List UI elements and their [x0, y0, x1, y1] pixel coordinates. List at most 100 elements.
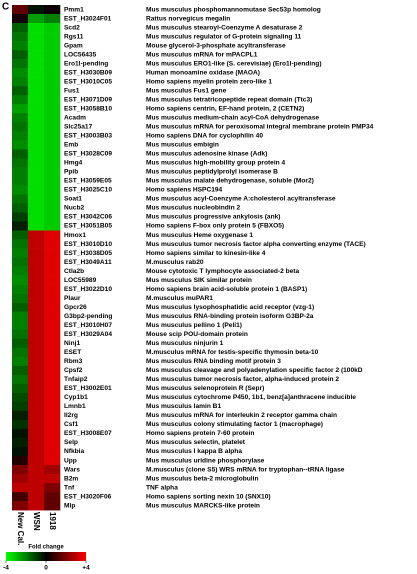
gene-symbol: Rbm3	[64, 358, 83, 365]
gene-description: Mus musculus MARCKS-like protein	[146, 502, 260, 509]
heatmap-cell	[44, 320, 61, 331]
heatmap-cell	[44, 77, 61, 87]
heatmap-cell	[44, 465, 61, 475]
heatmap-cell	[44, 302, 61, 312]
gene-symbol: Cpsf2	[64, 367, 83, 374]
heatmap-cell	[28, 59, 45, 69]
heatmap-cell	[28, 230, 45, 240]
gene-description: Homo sapiens protein 7-60 protein	[146, 430, 254, 437]
gene-description: Mus musculus tumor necrosis factor, alph…	[146, 376, 339, 383]
heatmap-cell	[28, 483, 45, 493]
heatmap-cell	[12, 167, 29, 177]
heatmap-cell	[28, 347, 45, 358]
gene-description: Mus musculus mRNA for peroxisomal integr…	[146, 124, 374, 131]
heatmap-cell	[28, 140, 45, 150]
gene-symbol: Slc25a17	[64, 124, 93, 131]
heatmap-cell	[44, 86, 61, 96]
colorbar-tick-label: +4	[82, 565, 90, 572]
gene-description: Homo sapiens sorting nexin 10 (SNX10)	[146, 493, 271, 500]
heatmap-cell	[12, 176, 29, 186]
gene-description: Mus musculus selenoprotein R (Sepr)	[146, 385, 264, 392]
gene-description: Mus musculus mRNA for mPACPL1	[146, 51, 258, 58]
heatmap-cell	[44, 356, 61, 367]
gene-description: Mus musculus lysophosphatidic acid recep…	[146, 304, 314, 311]
heatmap-cell	[12, 456, 29, 466]
heatmap-cell	[12, 23, 29, 33]
colorbar-tick-label: -4	[3, 565, 9, 572]
gene-symbol: EST_H3022D10	[64, 286, 112, 293]
gene-symbol: EST_H3049A11	[64, 259, 112, 266]
heatmap-cell	[12, 329, 29, 340]
gene-symbol: Hmox1	[64, 232, 86, 239]
heatmap-cell	[12, 446, 29, 457]
heatmap-cell	[28, 311, 45, 321]
heatmap-cell	[28, 14, 45, 24]
gene-symbol: Scd2	[64, 24, 80, 31]
heatmap-cell	[12, 50, 29, 60]
gene-symbol: Nucb2	[64, 205, 84, 212]
heatmap-cell	[44, 248, 61, 258]
heatmap-cell	[44, 266, 61, 276]
gene-description: Mus musculus stearoyl-Coenzyme A desatur…	[146, 24, 303, 31]
heatmap-cell	[28, 374, 45, 385]
heatmap-cell	[44, 284, 61, 294]
heatmap-cell	[12, 86, 29, 96]
heatmap-cell	[12, 239, 29, 249]
heatmap-cell	[12, 158, 29, 168]
gene-symbol: LOC55989	[64, 277, 97, 284]
gene-description: Homo sapiens F-box only protein 5 (FBXO5…	[146, 223, 284, 230]
gene-description: Mus musculus adenosine kinase (Adk)	[146, 151, 267, 158]
heatmap-cell	[28, 501, 45, 511]
column-label: New Cal.	[16, 512, 25, 545]
heatmap-cell	[28, 383, 45, 394]
heatmap-cell	[44, 50, 61, 60]
gene-symbol: Plaur	[64, 295, 81, 302]
gene-description: Mus musculus progressive ankylosis (ank)	[146, 214, 281, 221]
heatmap-cell	[12, 203, 29, 213]
heatmap-cell	[28, 176, 45, 186]
heatmap-cell	[12, 465, 29, 475]
heatmap-cell	[28, 428, 45, 439]
gene-description: M.musculus mRNA for testis-specific thym…	[146, 349, 319, 356]
heatmap-cell	[28, 77, 45, 87]
heatmap-cell	[28, 86, 45, 96]
heatmap-cell	[44, 347, 61, 358]
gene-symbol: Ninj1	[64, 340, 80, 347]
heatmap-cell	[12, 410, 29, 421]
gene-symbol: EST_H3030B09	[64, 69, 112, 76]
heatmap-cell	[12, 492, 29, 502]
heatmap-cell	[28, 419, 45, 430]
gene-symbol: Cyp1b1	[64, 394, 88, 401]
heatmap-cell	[44, 483, 61, 493]
heatmap-cell	[12, 194, 29, 204]
heatmap-cell	[28, 248, 45, 258]
gene-description: Mus musculus peptidylprolyl isomerase B	[146, 169, 278, 176]
gene-symbol: Wars	[64, 466, 80, 473]
heatmap-cell	[12, 32, 29, 42]
heatmap-cell	[44, 401, 61, 412]
heatmap-cell	[28, 456, 45, 466]
heatmap-cell	[44, 68, 61, 78]
gene-description: Homo sapiens HSPC194	[146, 187, 223, 194]
heatmap-cell	[44, 365, 61, 376]
gene-symbol: Pmm1	[64, 6, 84, 13]
heatmap-cell	[44, 104, 61, 114]
heatmap-cell	[12, 275, 29, 285]
gene-description: Mus musculus selectin, platelet	[146, 439, 246, 446]
heatmap-cell	[12, 212, 29, 222]
heatmap-cell	[28, 41, 45, 51]
heatmap-cell	[12, 311, 29, 321]
heatmap-cell	[12, 266, 29, 276]
gene-description: Mus musculus RNA binding motif protein 3	[146, 358, 281, 365]
gene-symbol: Nfkbia	[64, 448, 84, 455]
heatmap-cell	[12, 59, 29, 69]
gene-description: Mus musculus lamin B1	[146, 403, 221, 410]
heatmap-cell	[44, 167, 61, 177]
heatmap-cell	[28, 392, 45, 403]
gene-symbol: EST_H3020F06	[64, 493, 112, 500]
heatmap-cell	[28, 329, 45, 340]
heatmap-cell	[28, 194, 45, 204]
heatmap-cell	[12, 401, 29, 412]
heatmap-cell	[12, 356, 29, 367]
